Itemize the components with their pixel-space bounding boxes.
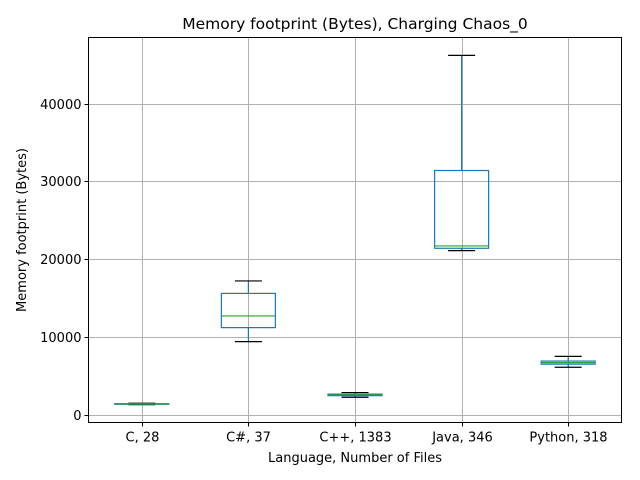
x-tick-label: Python, 318 bbox=[529, 431, 607, 446]
x-axis-label: Language, Number of Files bbox=[268, 451, 442, 466]
box-plot-item bbox=[220, 280, 276, 343]
y-axis-label: Memory footprint (Bytes) bbox=[15, 148, 30, 312]
box-iqr bbox=[434, 169, 490, 249]
y-tick-label: 10000 bbox=[40, 331, 81, 346]
y-tick-label: 0 bbox=[73, 409, 81, 424]
box-plot-item bbox=[327, 391, 383, 398]
chart-title: Memory footprint (Bytes), Charging Chaos… bbox=[182, 15, 528, 34]
y-tick-label: 20000 bbox=[40, 253, 81, 268]
x-tick-label: C++, 1383 bbox=[319, 431, 391, 446]
y-tick-label: 30000 bbox=[40, 175, 81, 190]
x-tick-label: Java, 346 bbox=[431, 431, 493, 446]
y-tick-label: 40000 bbox=[40, 98, 81, 113]
box-plot-item bbox=[540, 355, 596, 368]
x-tick-label: C#, 37 bbox=[226, 431, 271, 446]
box-plot-item bbox=[434, 54, 490, 252]
axis-ticks: 0 10000 20000 30000 40000 C, 28 C#, 37 C++, 138… bbox=[40, 98, 607, 446]
box-plot-series bbox=[114, 54, 596, 406]
box-iqr bbox=[220, 292, 276, 329]
box-plot-item bbox=[114, 402, 170, 406]
x-tick-label: C, 28 bbox=[126, 431, 160, 446]
